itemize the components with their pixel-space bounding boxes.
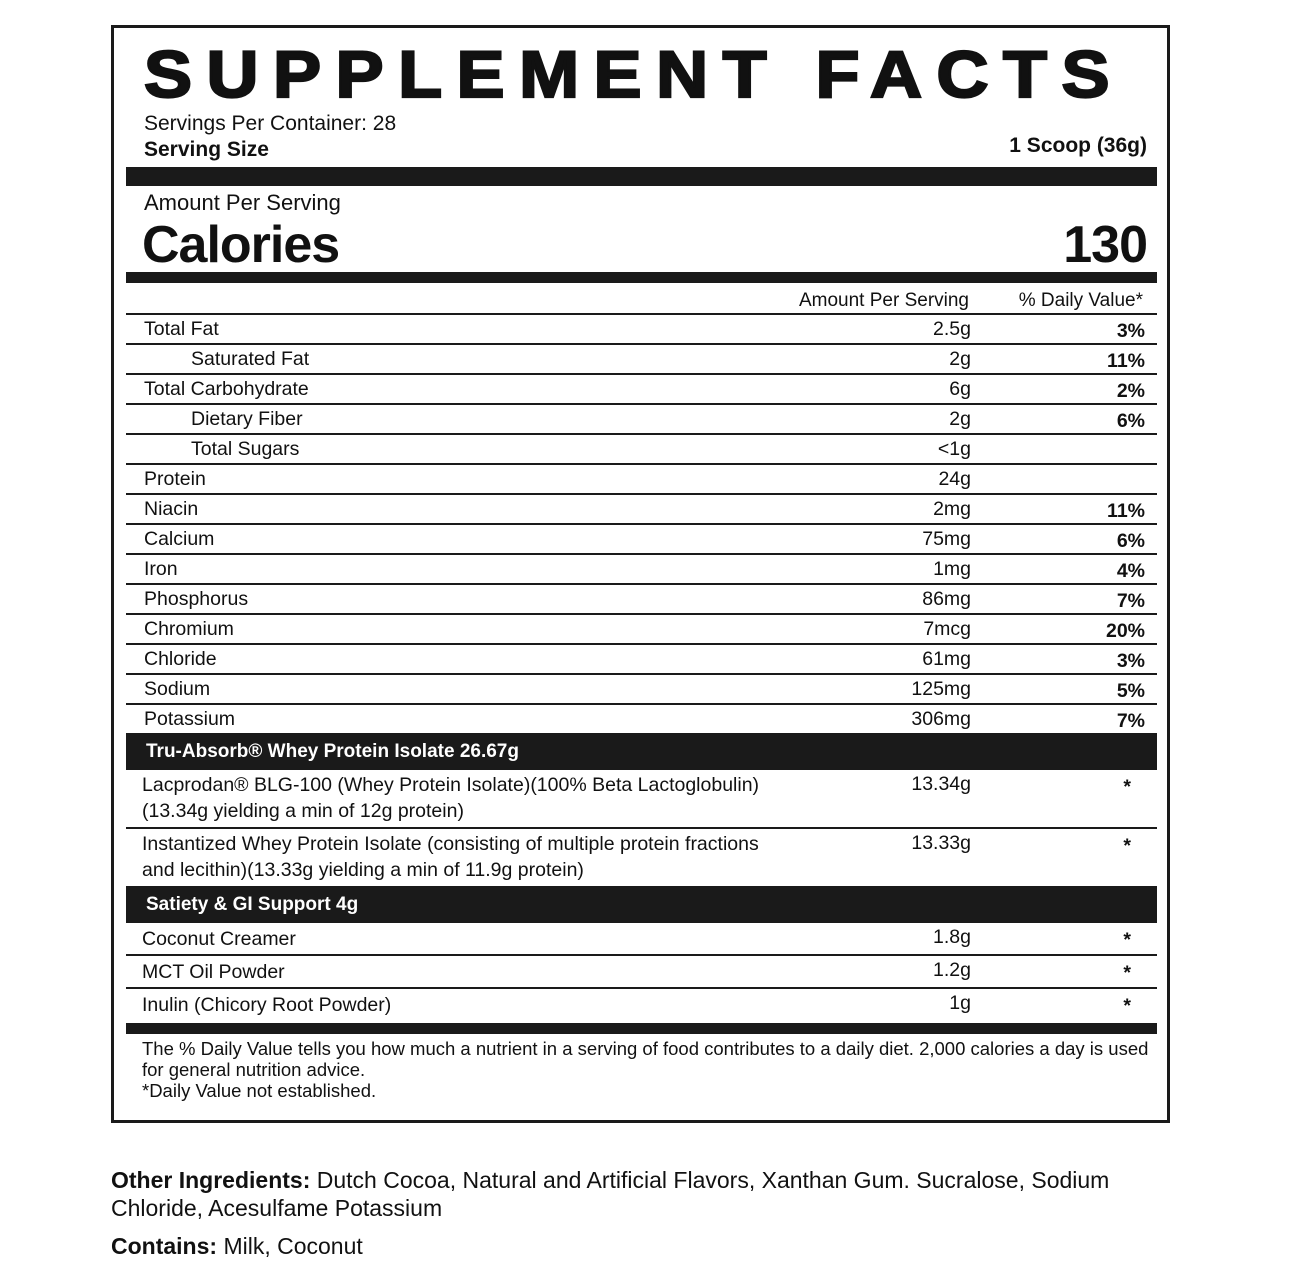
nutrient-name: Phosphorus: [144, 588, 249, 610]
nutrient-daily-value: 11%: [1107, 350, 1145, 372]
amount-per-serving-label: Amount Per Serving: [144, 190, 341, 215]
nutrient-row: Total Sugars <1g: [126, 433, 1157, 463]
supplement-facts-panel: SUPPLEMENT FACTS Servings Per Container:…: [111, 25, 1170, 1123]
nutrient-name: Sodium: [144, 678, 211, 700]
nutrient-row: Calcium 75mg 6%: [126, 523, 1157, 553]
nutrient-amount: 2.5g: [933, 318, 971, 340]
panel-title: SUPPLEMENT FACTS: [143, 38, 1125, 112]
nutrient-amount: 2g: [949, 408, 971, 430]
nutrient-amount: 2g: [949, 348, 971, 370]
contains-label: Contains:: [111, 1233, 218, 1259]
section-header: Tru-Absorb® Whey Protein Isolate 26.67g: [126, 733, 1157, 770]
other-ingredients-label: Other Ingredients:: [111, 1167, 311, 1193]
ingredient-daily-value: *: [1123, 776, 1131, 798]
nutrient-amount: 1mg: [933, 558, 971, 580]
ingredient-daily-value: *: [1123, 929, 1131, 951]
nutrient-row: Total Carbohydrate 6g 2%: [126, 373, 1157, 403]
ingredient-name: Instantized Whey Protein Isolate (consis…: [142, 833, 759, 881]
nutrient-name: Chromium: [144, 618, 234, 640]
nutrient-row: Protein 24g: [126, 463, 1157, 493]
nutrient-amount: 306mg: [911, 708, 971, 730]
ingredient-amount: 1.8g: [933, 926, 971, 948]
nutrient-amount: 24g: [938, 468, 971, 490]
contains: Contains: Milk, Coconut: [111, 1232, 1131, 1260]
ingredient-row: Inulin (Chicory Root Powder) 1g *: [126, 987, 1157, 1020]
ingredient-amount: 13.34g: [911, 773, 971, 795]
divider-thick: [126, 167, 1157, 186]
servings-per-container: Servings Per Container: 28: [144, 112, 397, 135]
nutrient-name: Niacin: [144, 498, 199, 520]
nutrient-amount: 7mcg: [923, 618, 971, 640]
nutrient-name: Total Sugars: [191, 438, 300, 460]
nutrient-row: Dietary Fiber 2g 6%: [126, 403, 1157, 433]
ingredient-name: MCT Oil Powder: [142, 961, 285, 983]
nutrient-daily-value: 2%: [1116, 380, 1145, 402]
ingredient-daily-value: *: [1123, 995, 1131, 1017]
footnote-daily-value: The % Daily Value tells you how much a n…: [142, 1038, 1149, 1080]
nutrient-amount: 2mg: [933, 498, 971, 520]
ingredient-row: Lacprodan® BLG-100 (Whey Protein Isolate…: [126, 770, 1157, 827]
serving-size-label: Serving Size: [144, 138, 269, 161]
ingredient-name: Coconut Creamer: [142, 928, 296, 950]
nutrient-row: Iron 1mg 4%: [126, 553, 1157, 583]
nutrient-daily-value: 20%: [1105, 620, 1145, 642]
calories-value: 130: [1063, 216, 1148, 274]
contains-text: Milk, Coconut: [217, 1233, 363, 1259]
nutrient-row: Total Fat 2.5g 3%: [126, 313, 1157, 343]
divider-thick: [126, 1023, 1157, 1034]
nutrient-name: Iron: [144, 558, 178, 580]
nutrient-daily-value: 11%: [1107, 500, 1145, 522]
ingredient-row: Coconut Creamer 1.8g *: [126, 923, 1157, 954]
nutrient-amount: 6g: [949, 378, 971, 400]
nutrient-name: Total Carbohydrate: [144, 378, 309, 400]
ingredient-amount: 1g: [949, 992, 971, 1014]
nutrient-amount: 61mg: [922, 648, 971, 670]
nutrient-row: Phosphorus 86mg 7%: [126, 583, 1157, 613]
ingredient-row: Instantized Whey Protein Isolate (consis…: [126, 827, 1157, 886]
nutrient-amount: <1g: [937, 438, 971, 460]
nutrient-name: Chloride: [144, 648, 217, 670]
footnote-not-established: *Daily Value not established.: [142, 1080, 377, 1101]
nutrient-daily-value: 6%: [1116, 410, 1145, 432]
other-ingredients-text: Dutch Cocoa, Natural and Artificial Flav…: [111, 1167, 1110, 1221]
nutrient-amount: 75mg: [922, 528, 971, 550]
nutrient-daily-value: 7%: [1116, 590, 1145, 612]
nutrient-daily-value: 7%: [1116, 710, 1145, 732]
nutrient-daily-value: 6%: [1116, 530, 1145, 552]
nutrient-row: Sodium 125mg 5%: [126, 673, 1157, 703]
column-header-daily-value: % Daily Value*: [1018, 290, 1143, 311]
nutrient-name: Protein: [144, 468, 206, 490]
nutrient-row: Chromium 7mcg 20%: [126, 613, 1157, 643]
ingredient-name: Lacprodan® BLG-100 (Whey Protein Isolate…: [142, 774, 760, 822]
ingredient-amount: 13.33g: [911, 832, 971, 854]
ingredient-daily-value: *: [1123, 962, 1131, 984]
nutrient-name: Total Fat: [144, 318, 219, 340]
ingredient-daily-value: *: [1123, 835, 1131, 857]
calories-label: Calories: [142, 216, 340, 274]
nutrient-amount: 86mg: [922, 588, 971, 610]
nutrient-name: Potassium: [144, 708, 236, 730]
nutrient-name: Dietary Fiber: [191, 408, 303, 430]
ingredient-amount: 1.2g: [933, 959, 971, 981]
footnote: The % Daily Value tells you how much a n…: [142, 1034, 1173, 1101]
nutrient-row: Potassium 306mg 7%: [126, 703, 1157, 733]
ingredient-name: Inulin (Chicory Root Powder): [142, 994, 392, 1016]
nutrient-name: Saturated Fat: [191, 348, 310, 370]
nutrient-daily-value: 5%: [1116, 680, 1145, 702]
nutrient-daily-value: 4%: [1116, 560, 1145, 582]
ingredient-row: MCT Oil Powder 1.2g *: [126, 954, 1157, 987]
nutrient-name: Calcium: [144, 528, 215, 550]
section-header: Satiety & GI Support 4g: [126, 886, 1157, 923]
nutrient-daily-value: 3%: [1116, 650, 1145, 672]
nutrient-table: Total Fat 2.5g 3% Saturated Fat 2g 11% Total C…: [126, 313, 1157, 1101]
nutrient-row: Chloride 61mg 3%: [126, 643, 1157, 673]
serving-size-value: 1 Scoop (36g): [1009, 134, 1147, 157]
divider-medium: [126, 272, 1157, 283]
column-header-amount: Amount Per Serving: [798, 290, 969, 311]
nutrient-row: Saturated Fat 2g 11%: [126, 343, 1157, 373]
nutrient-row: Niacin 2mg 11%: [126, 493, 1157, 523]
other-ingredients: Other Ingredients: Dutch Cocoa, Natural …: [111, 1166, 1131, 1222]
nutrient-amount: 125mg: [911, 678, 971, 700]
nutrient-daily-value: 3%: [1116, 320, 1145, 342]
